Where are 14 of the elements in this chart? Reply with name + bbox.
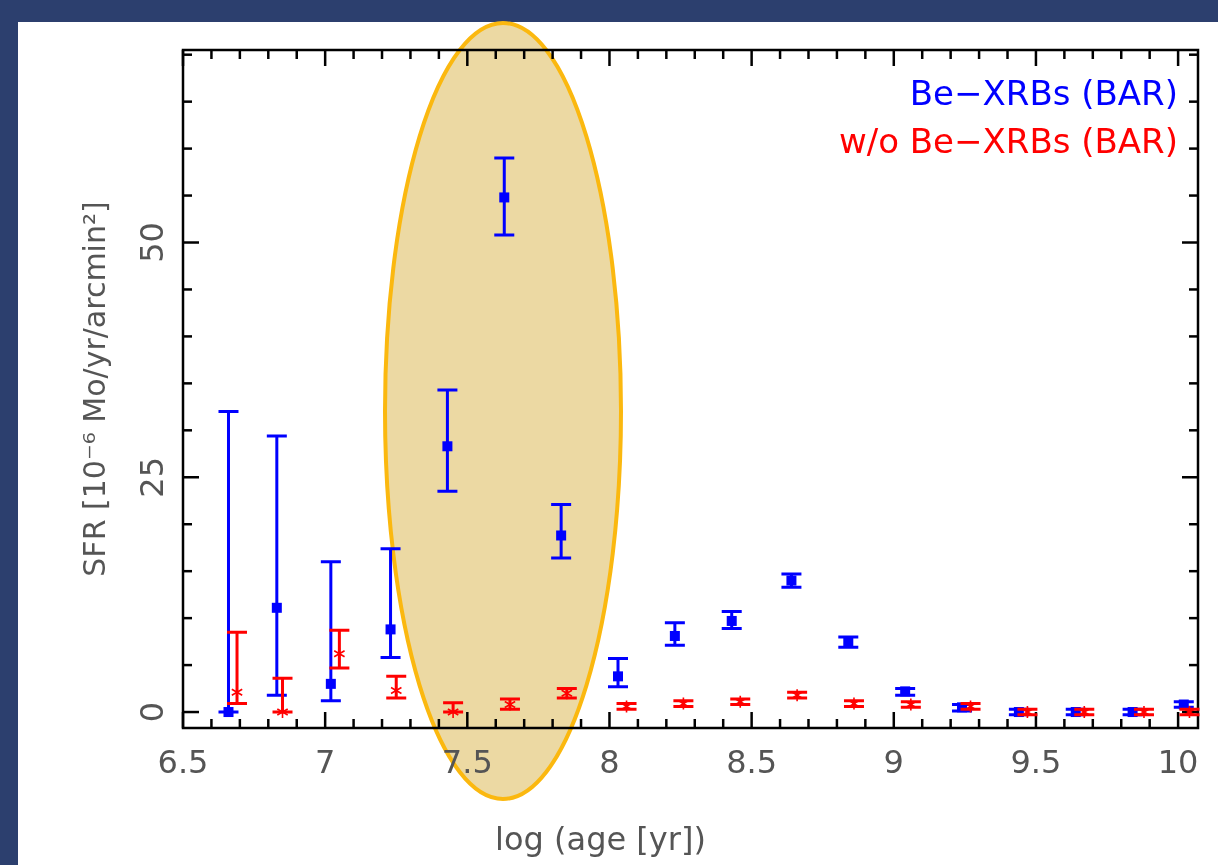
x-tick-label: 6.5 xyxy=(157,743,209,781)
x-tick-label: 10 xyxy=(1157,743,1199,781)
y-tick-label: 0 xyxy=(133,701,171,723)
x-axis-title: log (age [yr]) xyxy=(495,820,706,858)
y-tick-label: 50 xyxy=(133,222,171,263)
text: Be−XRBs (BAR) xyxy=(909,73,1178,113)
x-tick-label: 9.5 xyxy=(1010,743,1062,781)
y-tick-label: 25 xyxy=(133,456,171,498)
y-axis-title: SFR [10⁻⁶ Mo/yr/arcmin²] xyxy=(77,201,112,577)
x-tick-label: 7 xyxy=(314,743,336,781)
text: w/o Be−XRBs (BAR) xyxy=(838,121,1178,161)
x-tick-label: 8.5 xyxy=(726,743,778,781)
x-tick-label: 9 xyxy=(883,743,904,781)
x-tick-label: 8 xyxy=(599,743,620,781)
